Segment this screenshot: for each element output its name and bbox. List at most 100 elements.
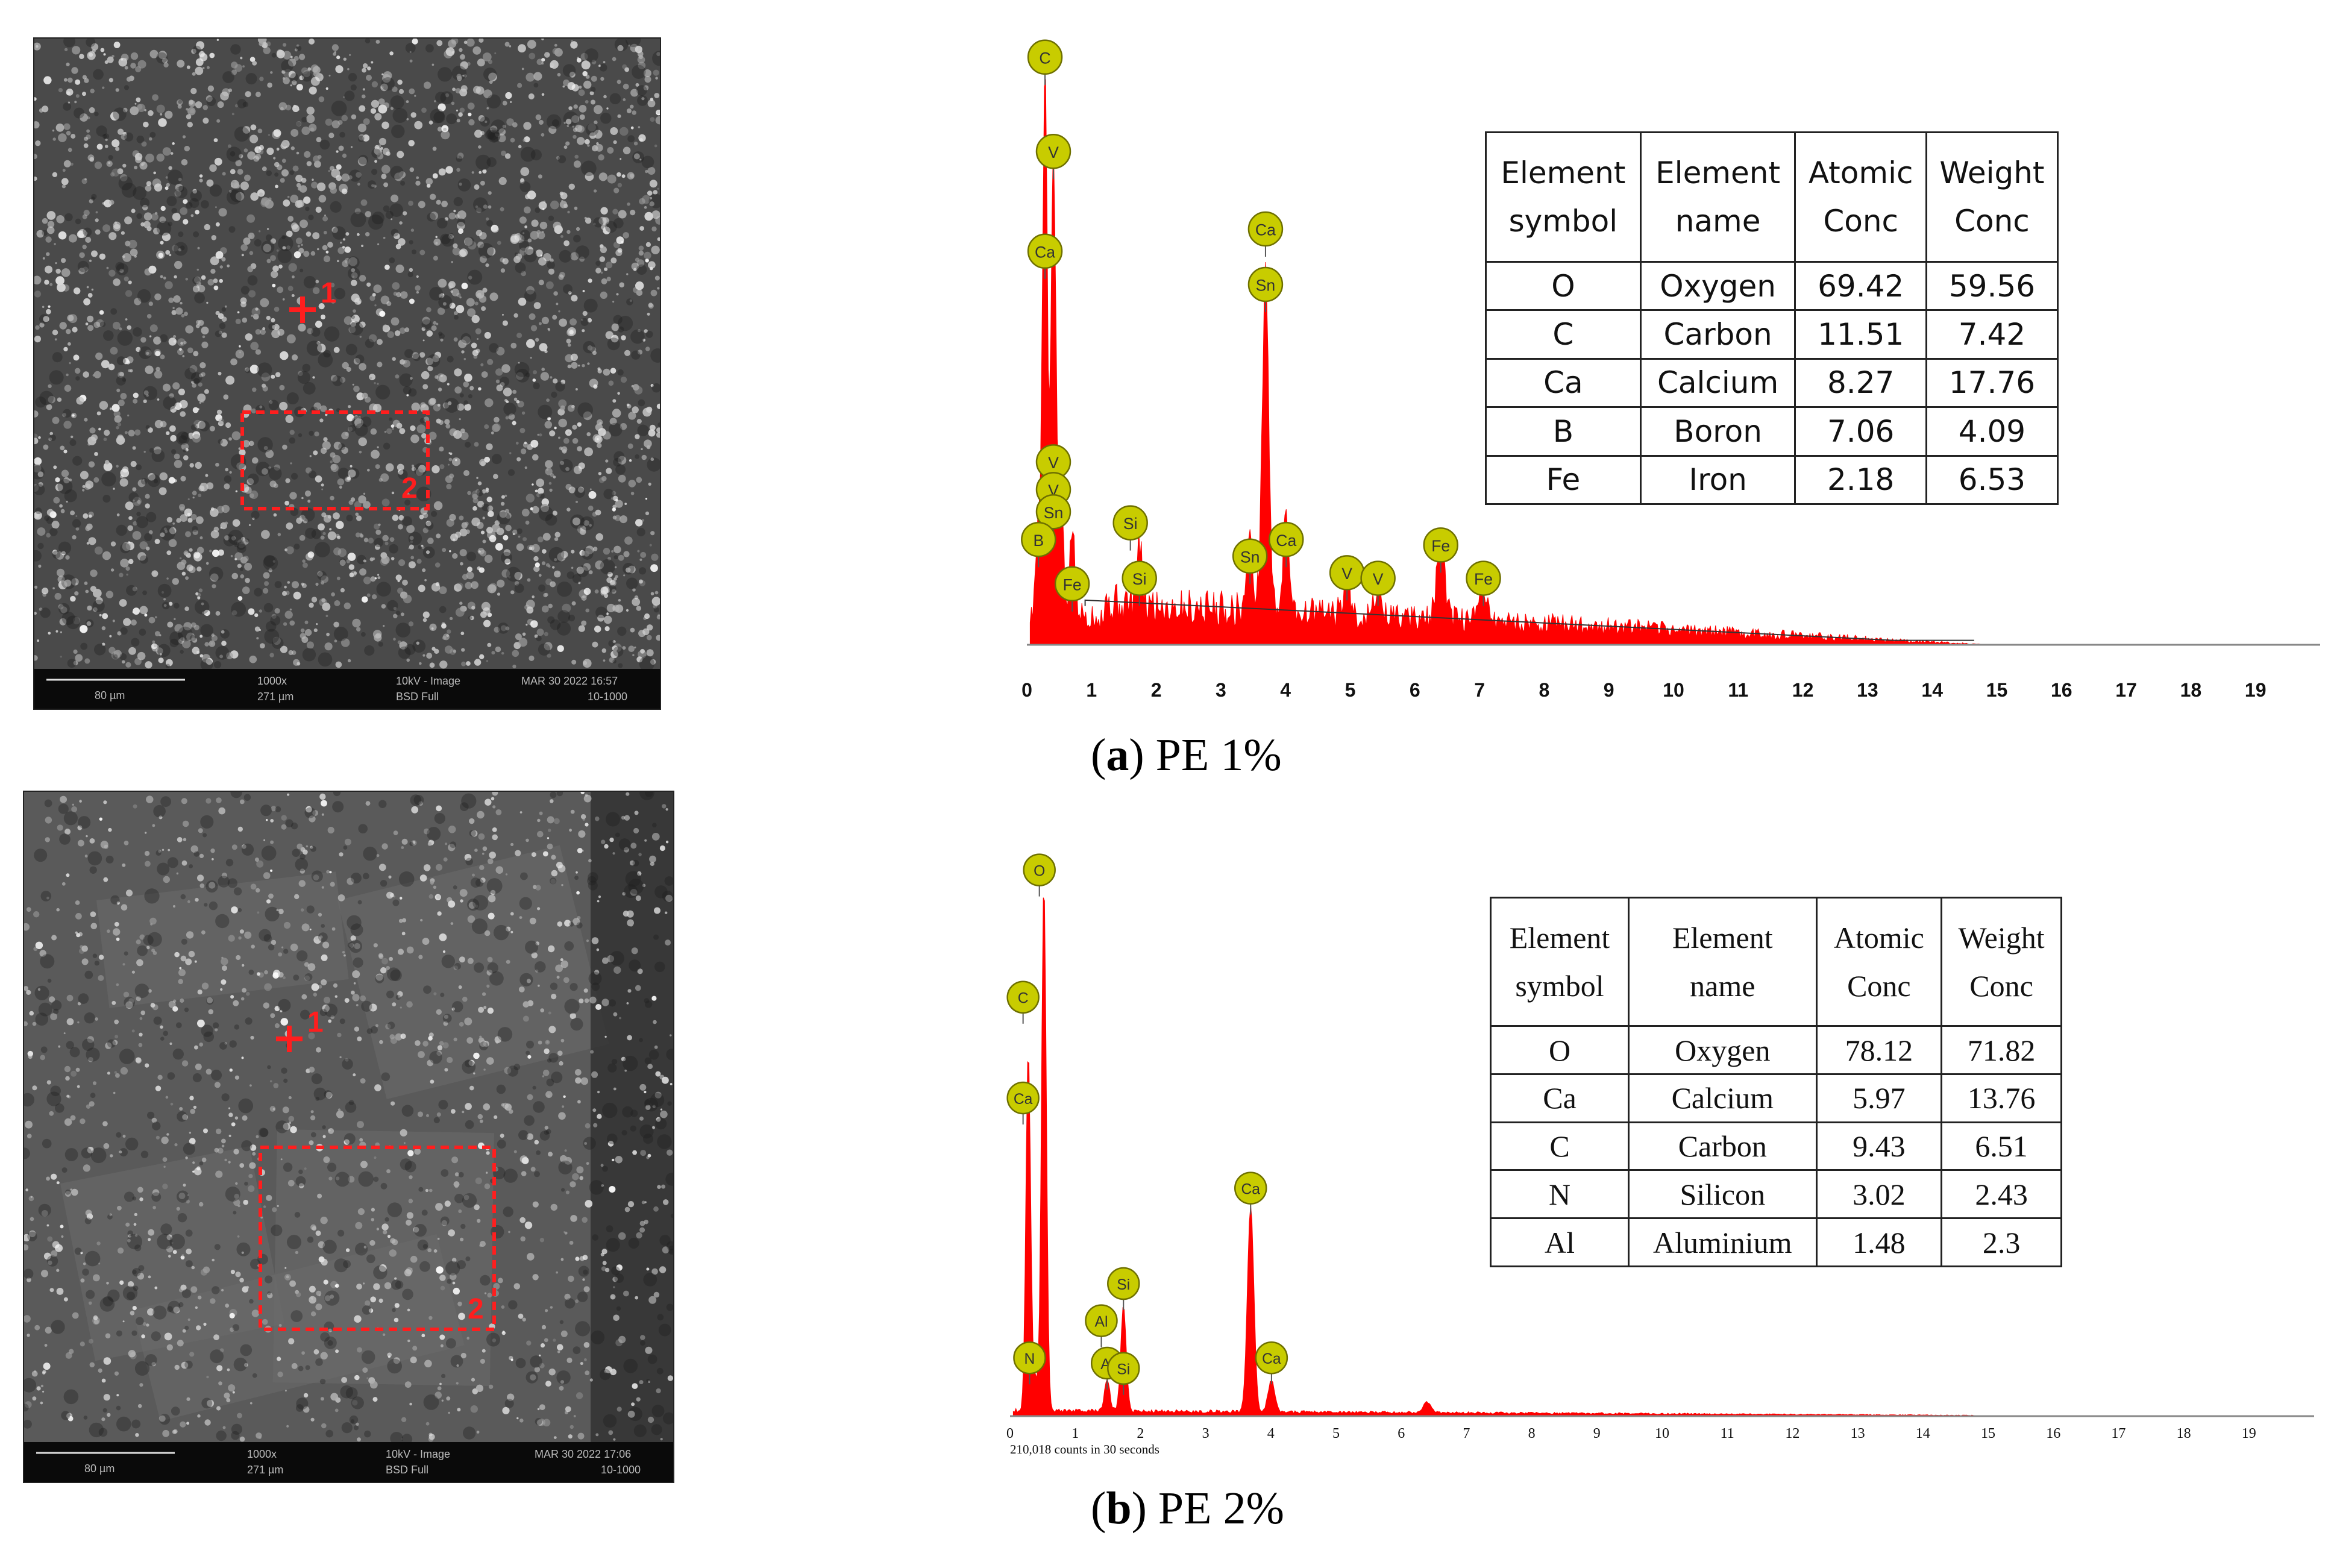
sem-particle: [81, 178, 87, 184]
sem-particle: [394, 1303, 400, 1308]
sem-particle: [291, 581, 300, 589]
sem-particle: [344, 954, 346, 957]
sem-particle: [426, 330, 433, 337]
badge-circle: [1027, 39, 1063, 75]
sem-particle: [609, 837, 614, 842]
sem-particle: [241, 1056, 244, 1059]
sem-particle: [314, 431, 319, 437]
sem-particle: [353, 358, 360, 365]
sem-particle: [651, 245, 660, 254]
sem-particle: [577, 848, 583, 853]
sem-pore: [181, 938, 187, 945]
sem-particle: [636, 1397, 641, 1402]
sem-pore: [214, 661, 222, 669]
sem-pore: [613, 218, 624, 228]
sem-particle: [120, 174, 128, 182]
sem-particle: [105, 460, 110, 465]
sem-particle: [484, 930, 491, 936]
sem-particle: [250, 883, 257, 890]
sem-particle: [650, 592, 654, 595]
sem-particle: [526, 624, 528, 626]
sem-particle: [55, 483, 63, 492]
sem-particle: [500, 501, 505, 506]
sem-particle: [436, 1266, 444, 1274]
sem-particle: [548, 125, 557, 134]
sem-pore: [621, 1130, 627, 1136]
sem-pore: [227, 189, 242, 205]
sem-particle: [196, 1166, 201, 1171]
sem-particle: [540, 372, 550, 381]
sem-particle: [456, 168, 460, 172]
sem-particle: [582, 818, 586, 821]
sem-pore: [591, 982, 600, 991]
sem-particle: [463, 74, 467, 78]
sem-particle: [560, 1380, 565, 1384]
sem-pore: [96, 125, 107, 137]
sem-particle: [189, 365, 198, 373]
sem-particle: [589, 524, 592, 527]
sem-particle: [459, 956, 465, 963]
element-label-badge: Sn: [1035, 494, 1071, 540]
sem-particle: [240, 997, 245, 1001]
sem-pore: [652, 51, 660, 66]
sem-particle: [342, 238, 346, 241]
sem-pore: [92, 600, 105, 612]
sem-particle: [290, 195, 299, 203]
sem-particle: [34, 457, 42, 465]
sem-particle: [330, 463, 337, 471]
sem-particle: [518, 44, 526, 53]
sem-particle: [86, 621, 92, 626]
sem-particle: [293, 591, 301, 600]
sem-pore: [623, 563, 635, 575]
sem-particle: [431, 647, 436, 651]
sem-particle: [424, 81, 431, 89]
sem-particle: [484, 554, 493, 563]
sem-pore: [257, 362, 272, 378]
element-label-badge: V: [1035, 444, 1071, 490]
sem-pore: [295, 858, 309, 871]
sem-pore: [334, 1258, 348, 1273]
sem-pore: [84, 970, 93, 979]
sem-particle: [474, 659, 482, 666]
sem-pore: [361, 1350, 375, 1364]
sem-particle: [301, 67, 309, 75]
sem-particle: [66, 1018, 74, 1026]
sem-particle: [624, 350, 631, 356]
sem-pore: [181, 432, 189, 440]
sem-particle: [198, 485, 205, 492]
sem-pore: [398, 646, 411, 659]
sem-pore: [127, 1234, 142, 1250]
sem-particle: [63, 477, 70, 484]
sem-particle: [554, 537, 559, 541]
sem-particle: [452, 247, 460, 256]
sem-particle: [283, 622, 287, 626]
sem-particle: [173, 335, 177, 338]
sem-particle: [322, 532, 326, 536]
sem-particle: [212, 550, 219, 557]
sem-particle: [194, 960, 197, 963]
sem-particle: [454, 386, 462, 394]
sem-particle: [222, 965, 227, 971]
sem-pore: [319, 1378, 326, 1385]
sem-particle: [439, 660, 448, 669]
sem-particle: [196, 281, 201, 287]
sem-pore: [116, 524, 127, 536]
sem-pore: [332, 801, 344, 813]
sem-pore: [497, 511, 510, 525]
sem-particle: [256, 860, 264, 868]
sem-pore: [298, 1366, 304, 1372]
sem-particle: [424, 828, 430, 835]
sem-pore: [519, 240, 529, 251]
sem-particle: [378, 104, 387, 114]
sem-particle: [382, 1333, 386, 1336]
sem-particle: [480, 530, 485, 535]
sem-particle: [558, 1112, 566, 1120]
sem-particle: [464, 374, 472, 382]
sem-particle: [568, 106, 573, 110]
sem-particle: [158, 850, 162, 853]
sem-particle: [493, 474, 498, 479]
sem-particle: [548, 328, 551, 331]
sem-particle: [262, 588, 269, 594]
sem-particle: [103, 437, 107, 441]
sem-particle: [60, 631, 62, 633]
